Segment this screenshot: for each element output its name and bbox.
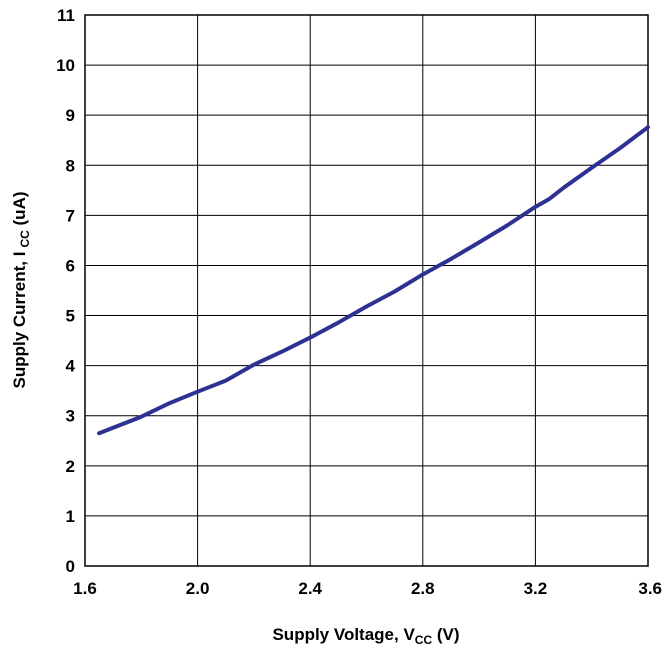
data-point [196, 390, 199, 393]
x-tick-label: 2.4 [298, 579, 322, 598]
y-tick-label: 0 [66, 557, 75, 576]
x-axis-title-subscript: CC [415, 633, 433, 647]
data-point [647, 126, 650, 129]
x-tick-label: 3.2 [524, 579, 548, 598]
x-axis-title-unit: (V) [432, 625, 459, 644]
y-tick-label: 1 [66, 507, 75, 526]
data-point [478, 241, 481, 244]
data-point [449, 257, 452, 260]
x-tick-label: 3.6 [638, 579, 662, 598]
data-point [281, 350, 284, 353]
data-point [365, 305, 368, 308]
x-tick-label: 2.0 [186, 579, 210, 598]
y-tick-label: 5 [66, 307, 75, 326]
y-tick-label: 9 [66, 106, 75, 125]
data-point [506, 224, 509, 227]
data-point [421, 273, 424, 276]
data-point [98, 432, 101, 435]
plot-border [84, 14, 649, 567]
y-tick-label: 11 [57, 6, 75, 25]
data-point [224, 379, 227, 382]
x-axis-title-main: Supply Voltage, V [272, 625, 415, 644]
data-point [534, 205, 537, 208]
data-point [168, 402, 171, 405]
y-tick-label: 2 [66, 457, 75, 476]
y-tick-label: 3 [66, 407, 75, 426]
y-tick-label: 6 [66, 256, 75, 275]
x-tick-label: 1.6 [73, 579, 97, 598]
plot-area [85, 15, 648, 566]
x-axis-title: Supply Voltage, VCC (V) [272, 625, 459, 647]
series-line [97, 125, 650, 436]
y-tick-label: 8 [66, 156, 75, 175]
grid-lines [85, 15, 648, 566]
data-point [252, 363, 255, 366]
data-point [393, 290, 396, 293]
y-tick-label: 7 [66, 206, 75, 225]
y-axis-title-unit: (uA) [10, 191, 29, 230]
data-point [112, 426, 115, 429]
y-axis-title-subscript: CC [18, 230, 32, 248]
data-point [140, 415, 143, 418]
y-axis-title-main: Supply Current, I [10, 252, 29, 389]
data-point [337, 321, 340, 324]
data-point [309, 336, 312, 339]
y-tick-labels: 0 1 2 3 4 5 6 7 8 9 10 11 [56, 6, 75, 576]
y-tick-label: 10 [56, 56, 75, 75]
data-point [618, 147, 621, 150]
data-point [548, 197, 551, 200]
y-axis-title: Supply Current, I CC (uA) [10, 191, 32, 388]
data-point [590, 166, 593, 169]
series-layer [97, 125, 650, 436]
x-tick-labels: 1.6 2.0 2.4 2.8 3.2 3.6 [73, 579, 662, 598]
x-tick-label: 2.8 [411, 579, 435, 598]
data-point [562, 186, 565, 189]
y-tick-label: 4 [66, 357, 76, 376]
